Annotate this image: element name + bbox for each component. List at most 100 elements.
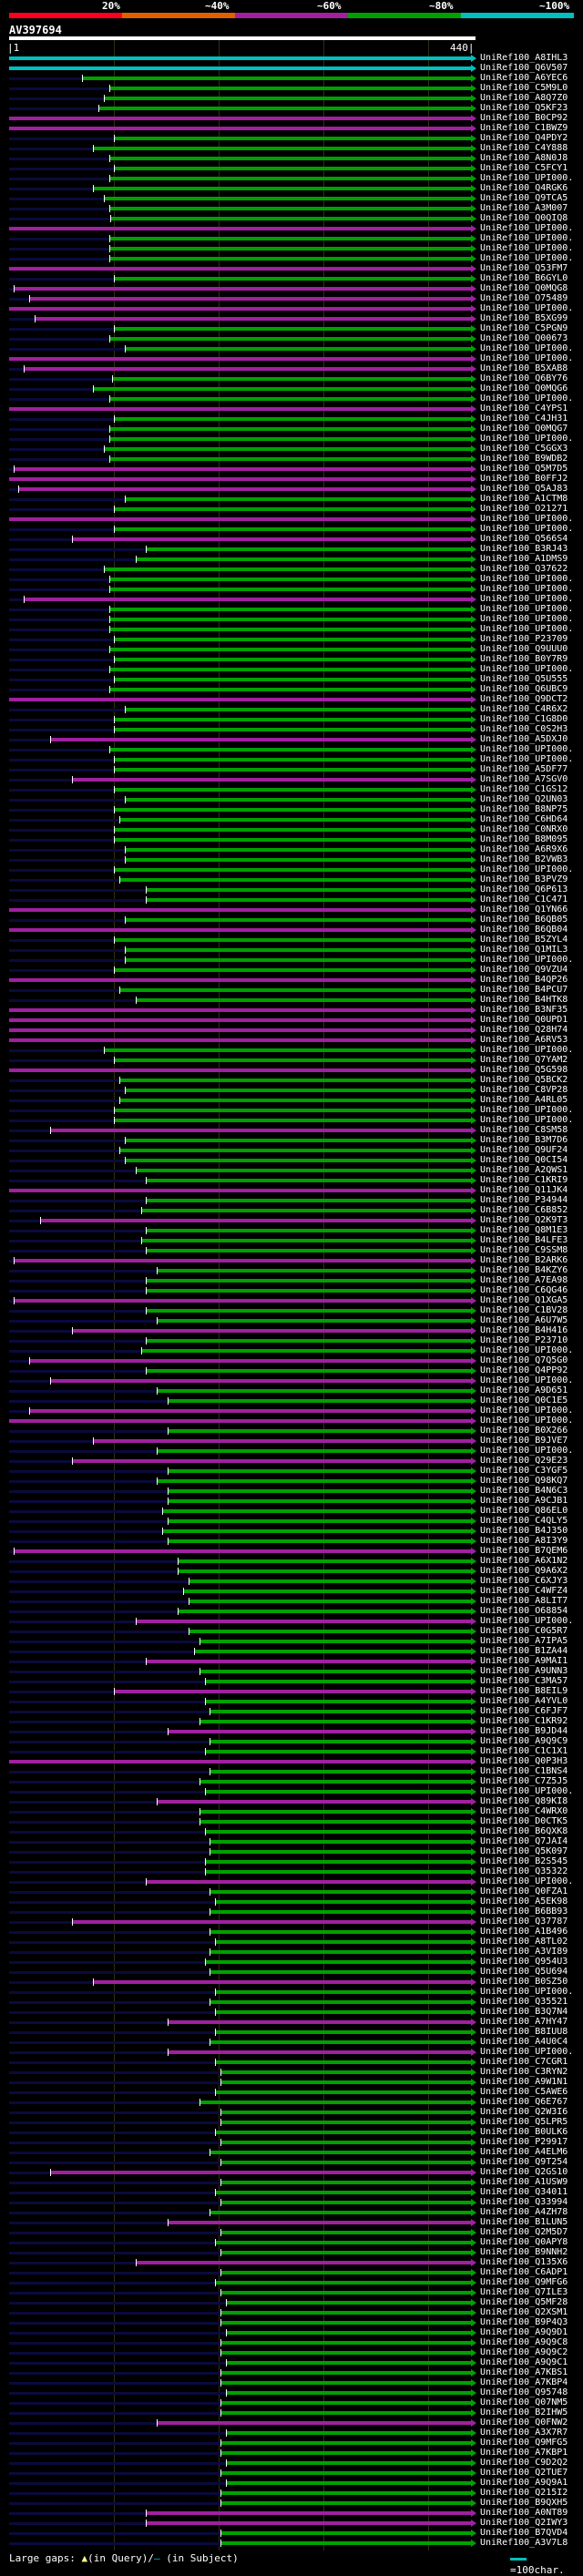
alignment-bar[interactable] [225,2331,472,2335]
hit-label[interactable]: UniRef100_Q6UBC9 [480,684,568,694]
hit-label[interactable]: UniRef100_Q2K9T3 [480,1215,568,1225]
hit-label[interactable]: UniRef100_Q28H74 [480,1025,568,1035]
alignment-bar[interactable] [215,2060,472,2064]
hit-label[interactable]: UniRef100_Q5LPR5 [480,2117,568,2127]
alignment-bar[interactable] [167,1539,472,1543]
alignment-bar[interactable] [146,898,472,902]
alignment-bar[interactable] [112,377,472,381]
alignment-bar[interactable] [178,1569,472,1573]
alignment-bar[interactable] [114,718,472,721]
hit-label[interactable]: UniRef100_C1KR92 [480,1716,568,1726]
hit-label[interactable]: UniRef100_P23710 [480,1335,568,1345]
alignment-bar[interactable] [135,1620,472,1623]
alignment-bar[interactable] [220,2371,472,2375]
alignment-bar[interactable] [108,247,472,250]
alignment-bar[interactable] [71,1459,472,1463]
hit-label[interactable]: UniRef100_Q9VZU4 [480,965,568,975]
hit-label[interactable]: UniRef100_UPI000. [480,1115,574,1125]
hit-label[interactable]: UniRef100_A5DF77 [480,764,568,774]
hit-label[interactable]: UniRef100_UPI000. [480,1616,574,1626]
hit-label[interactable]: UniRef100_B9JD44 [480,1726,568,1736]
alignment-bar[interactable] [210,1890,472,1894]
hit-label[interactable]: UniRef100_C7CGR1 [480,2057,568,2067]
hit-label[interactable]: UniRef100_C4WFZ4 [480,1586,568,1596]
hit-label[interactable]: UniRef100_UPI000. [480,584,574,594]
hit-label[interactable]: UniRef100_UPI000. [480,233,574,243]
hit-label[interactable]: UniRef100_Q4PP92 [480,1365,568,1375]
alignment-bar[interactable] [114,968,472,972]
alignment-bar[interactable] [125,708,472,711]
alignment-bar[interactable] [210,2040,472,2044]
alignment-bar[interactable] [119,1099,472,1102]
hit-label[interactable]: UniRef100_A8N0J8 [480,153,568,163]
alignment-bar[interactable] [108,618,472,621]
hit-label[interactable]: UniRef100_C1GS12 [480,784,568,794]
hit-label[interactable]: UniRef100_UPI000. [480,955,574,965]
alignment-bar[interactable] [140,1209,472,1212]
hit-label[interactable]: UniRef100_Q2GS10 [480,2167,568,2177]
alignment-bar[interactable] [220,2311,472,2315]
alignment-bar[interactable] [135,998,472,1002]
alignment-bar[interactable] [9,1419,472,1423]
hit-label[interactable]: UniRef100_B5ZYL4 [480,935,568,945]
hit-label[interactable]: UniRef100_Q0FZA1 [480,1886,568,1896]
hit-label[interactable]: UniRef100_C0NRX0 [480,824,568,834]
alignment-bar[interactable] [108,207,472,210]
alignment-bar[interactable] [114,417,472,421]
hit-label[interactable]: UniRef100_B3NF35 [480,1005,568,1015]
alignment-bar[interactable] [125,1139,472,1142]
alignment-bar[interactable] [93,1439,472,1443]
alignment-bar[interactable] [9,928,472,932]
hit-label[interactable]: UniRef100_B3M7D6 [480,1135,568,1145]
alignment-bar[interactable] [225,2461,472,2465]
alignment-bar[interactable] [225,2361,472,2365]
hit-label[interactable]: UniRef100_Q0MQG8 [480,283,568,293]
hit-label[interactable]: UniRef100_Q2M5D7 [480,2227,568,2237]
hit-label[interactable]: UniRef100_B6GYL0 [480,273,568,283]
alignment-bar[interactable] [193,1650,472,1653]
alignment-bar[interactable] [108,668,472,671]
hit-label[interactable]: UniRef100_Q89KI8 [480,1796,568,1806]
hit-label[interactable]: UniRef100_A4ZH78 [480,2207,568,2217]
alignment-bar[interactable] [125,848,472,852]
alignment-bar[interactable] [108,588,472,591]
hit-label[interactable]: UniRef100_Q0MQG7 [480,424,568,434]
alignment-bar[interactable] [199,1820,472,1824]
alignment-bar[interactable] [9,267,472,271]
hit-label[interactable]: UniRef100_Q4RGK6 [480,183,568,193]
alignment-bar[interactable] [114,838,472,842]
alignment-bar[interactable] [9,307,472,311]
hit-label[interactable]: UniRef100_UPI000. [480,614,574,624]
hit-label[interactable]: UniRef100_B0X266 [480,1426,568,1436]
hit-label[interactable]: UniRef100_C3MA57 [480,1676,568,1686]
hit-label[interactable]: UniRef100_Q6E767 [480,2097,568,2107]
hit-label[interactable]: UniRef100_O75489 [480,293,568,303]
alignment-bar[interactable] [146,1339,472,1343]
alignment-bar[interactable] [199,1640,472,1643]
hit-label[interactable]: UniRef100_Q37787 [480,1917,568,1927]
alignment-bar[interactable] [183,1590,472,1593]
alignment-bar[interactable] [93,387,472,391]
hit-label[interactable]: UniRef100_UPI000. [480,1406,574,1416]
hit-label[interactable]: UniRef100_C5M9L0 [480,83,568,93]
alignment-bar[interactable] [50,738,472,741]
hit-label[interactable]: UniRef100_Q2XSM1 [480,2307,568,2317]
alignment-bar[interactable] [220,2401,472,2405]
hit-label[interactable]: UniRef100_B7QEM6 [480,1546,568,1556]
alignment-bar[interactable] [146,1279,472,1283]
alignment-bar[interactable] [204,1680,472,1683]
hit-label[interactable]: UniRef100_B1LUN5 [480,2217,568,2227]
alignment-bar[interactable] [210,1770,472,1774]
alignment-bar[interactable] [146,547,472,551]
alignment-bar[interactable] [119,878,472,882]
alignment-bar[interactable] [114,768,472,772]
alignment-bar[interactable] [210,1970,472,1974]
hit-label[interactable]: UniRef100_Q5M7D5 [480,464,568,474]
alignment-bar[interactable] [220,2541,472,2545]
hit-label[interactable]: UniRef100_A4YVL0 [480,1696,568,1706]
hit-label[interactable]: UniRef100_B9JVE7 [480,1436,568,1446]
alignment-bar[interactable] [114,678,472,681]
alignment-bar[interactable] [210,1840,472,1844]
hit-label[interactable]: UniRef100_UPI000. [480,864,574,874]
hit-label[interactable]: UniRef100_C1BWZ9 [480,123,568,133]
